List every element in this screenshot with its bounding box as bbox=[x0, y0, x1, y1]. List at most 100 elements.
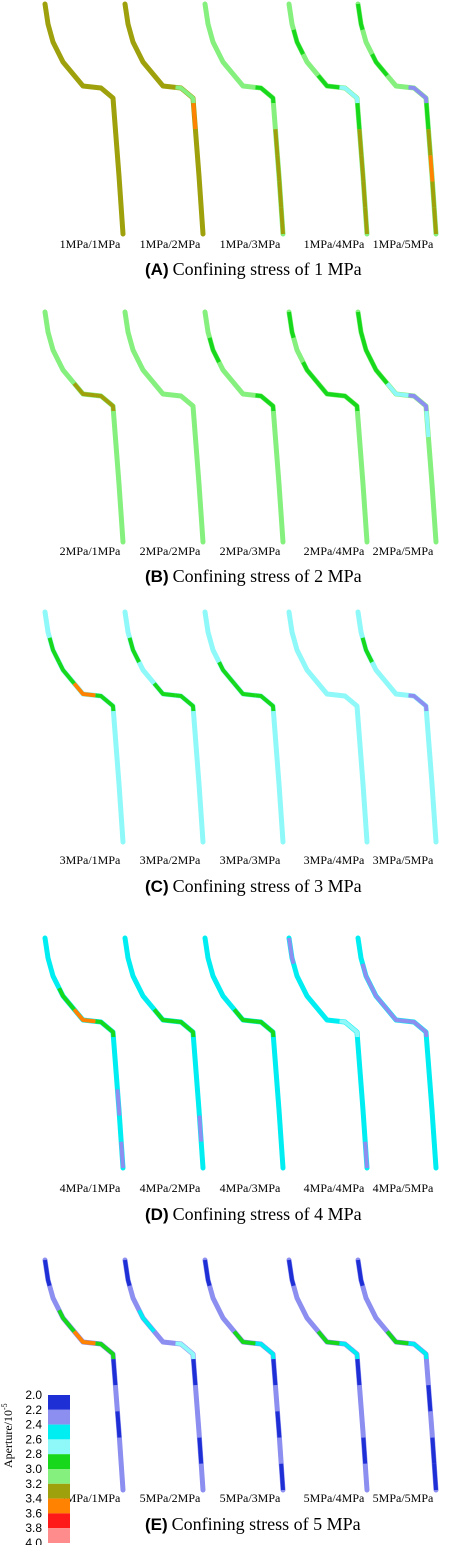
aperture-segment bbox=[72, 1008, 96, 1024]
case-label: 2MPa/5MPa bbox=[373, 544, 434, 558]
panel-letter: (B) bbox=[145, 567, 169, 586]
aperture-segment bbox=[316, 1008, 340, 1024]
aperture-segment bbox=[275, 1089, 282, 1116]
panel-caption: (D) Confining stress of 4 MPa bbox=[145, 1204, 362, 1224]
case-label: 5MPa/5MPa bbox=[373, 1491, 434, 1505]
aperture-segment bbox=[361, 1115, 368, 1142]
fracture-base bbox=[202, 1257, 286, 1493]
aperture-segment bbox=[255, 1341, 276, 1360]
case-label: 3MPa/5MPa bbox=[373, 853, 434, 867]
aperture-segment bbox=[43, 311, 52, 339]
aperture-segment bbox=[361, 489, 368, 516]
aperture-segment bbox=[203, 937, 212, 965]
legend-swatch bbox=[48, 1498, 70, 1514]
legend-swatch bbox=[48, 1483, 70, 1499]
aperture-segment bbox=[207, 1285, 221, 1312]
aperture-segment bbox=[355, 710, 362, 738]
case-label: 4MPa/4MPa bbox=[304, 1181, 365, 1195]
aperture-segment bbox=[355, 1358, 362, 1386]
aperture-segment bbox=[123, 611, 132, 639]
aperture-segment bbox=[191, 102, 198, 130]
aperture-segment bbox=[301, 987, 320, 1011]
aperture-segment bbox=[195, 1089, 202, 1116]
fracture-trace bbox=[42, 309, 126, 545]
aperture-segment bbox=[57, 361, 76, 385]
aperture-segment bbox=[119, 515, 125, 543]
fracture-base bbox=[355, 1, 439, 237]
panel-caption: (E) Confining stress of 5 MPa bbox=[145, 1514, 361, 1534]
fracture-base bbox=[42, 609, 126, 845]
aperture-segment bbox=[95, 1019, 116, 1038]
aperture-segment bbox=[57, 987, 76, 1011]
fracture-base bbox=[42, 1, 126, 237]
aperture-segment bbox=[111, 410, 118, 438]
aperture-segment bbox=[47, 337, 61, 364]
legend-tick-label: 3.6 bbox=[25, 1506, 42, 1520]
aperture-segment bbox=[119, 1463, 125, 1491]
aperture-segment bbox=[111, 102, 118, 130]
aperture-segment bbox=[370, 361, 389, 385]
fracture-trace bbox=[122, 1, 206, 237]
aperture-segment bbox=[191, 410, 198, 438]
case-label: 3MPa/3MPa bbox=[220, 853, 281, 867]
legend-ticks: 2.02.22.42.62.83.03.23.43.63.84.0 bbox=[25, 1388, 42, 1545]
aperture-segment bbox=[195, 763, 202, 790]
fracture-trace bbox=[355, 935, 439, 1171]
case-label: 4MPa/1MPa bbox=[60, 1181, 121, 1195]
fracture-base bbox=[202, 1, 286, 237]
case-label: 3MPa/1MPa bbox=[60, 853, 121, 867]
aperture-segment bbox=[301, 1309, 320, 1333]
aperture-segment bbox=[232, 1330, 256, 1346]
aperture-segment bbox=[123, 937, 132, 965]
aperture-segment bbox=[426, 1385, 433, 1412]
fracture-base bbox=[42, 309, 126, 545]
aperture-segment bbox=[193, 129, 200, 156]
fracture-trace bbox=[355, 609, 439, 845]
aperture-segment bbox=[152, 682, 176, 698]
legend-swatch bbox=[48, 1469, 70, 1484]
aperture-segment bbox=[301, 661, 320, 685]
aperture-segment bbox=[356, 311, 365, 339]
legend-tick-label: 3.4 bbox=[25, 1492, 42, 1506]
aperture-segment bbox=[47, 637, 61, 664]
fracture-trace bbox=[202, 935, 286, 1171]
aperture-segment bbox=[361, 789, 368, 816]
case-label: 4MPa/2MPa bbox=[140, 1181, 201, 1195]
panel-letter: (A) bbox=[145, 260, 169, 279]
aperture-segment bbox=[291, 29, 305, 56]
aperture-segment bbox=[203, 311, 212, 339]
fracture-trace bbox=[122, 935, 206, 1171]
aperture-segment bbox=[357, 737, 364, 764]
aperture-segment bbox=[408, 393, 429, 412]
legend-swatch bbox=[48, 1513, 70, 1529]
fracture-trace bbox=[122, 609, 206, 845]
aperture-segment bbox=[363, 207, 369, 235]
aperture-segment bbox=[355, 410, 362, 438]
aperture-segment bbox=[197, 1437, 204, 1464]
aperture-segment bbox=[361, 1437, 368, 1464]
aperture-segment bbox=[356, 3, 365, 31]
aperture-segment bbox=[273, 737, 280, 764]
fracture-base bbox=[122, 1257, 206, 1493]
aperture-segment bbox=[119, 1141, 125, 1169]
aperture-segment bbox=[428, 763, 435, 790]
aperture-segment bbox=[255, 1019, 276, 1038]
aperture-segment bbox=[279, 515, 285, 543]
aperture-segment bbox=[360, 637, 374, 664]
panel-letter: (E) bbox=[145, 1515, 168, 1534]
aperture-segment bbox=[363, 515, 369, 543]
aperture-segment bbox=[370, 987, 389, 1011]
aperture-segment bbox=[370, 53, 389, 77]
case-label: 5MPa/1MPa bbox=[60, 1491, 121, 1505]
aperture-segment bbox=[203, 611, 212, 639]
aperture-segment bbox=[175, 693, 196, 712]
aperture-segment bbox=[301, 53, 320, 77]
fracture-trace bbox=[355, 1, 439, 237]
case-label: 3MPa/4MPa bbox=[304, 853, 365, 867]
fracture-trace bbox=[42, 935, 126, 1171]
aperture-segment bbox=[115, 1411, 122, 1438]
aperture-segment bbox=[232, 74, 256, 90]
aperture-segment bbox=[117, 789, 124, 816]
fracture-base bbox=[122, 935, 206, 1171]
aperture-segment bbox=[43, 611, 52, 639]
